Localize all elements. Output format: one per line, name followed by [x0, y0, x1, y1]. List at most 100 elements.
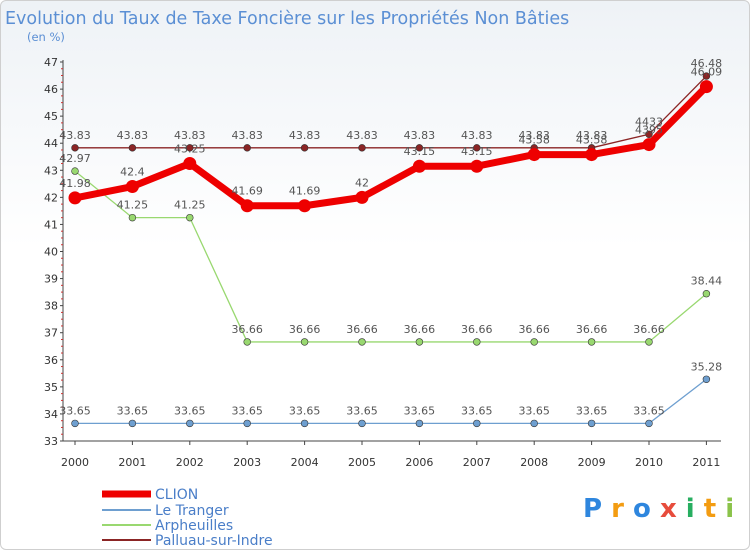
series-line-arpheuilles	[74, 170, 708, 343]
data-point-palluau-sur-indre	[300, 144, 309, 152]
logo-letter-6: i	[725, 494, 734, 524]
x-tick-label: 2006	[405, 456, 433, 469]
y-tick-label: 35	[44, 381, 58, 394]
data-label-palluau-sur-indre: 43.83	[231, 129, 263, 142]
series-layer	[68, 72, 713, 428]
data-label-clion: 43.58	[576, 134, 608, 147]
data-point-palluau-sur-indre	[128, 144, 137, 152]
data-point-arpheuilles	[300, 338, 309, 346]
legend-label-le-tranger: Le Tranger	[155, 503, 229, 519]
legend: CLION Le Tranger Arpheuilles Palluau-sur…	[102, 487, 273, 549]
y-tick-label: 42	[44, 191, 58, 204]
data-label-le-tranger: 33.65	[289, 404, 321, 417]
x-tick-label: 2010	[635, 456, 663, 469]
x-tick-label: 2011	[692, 456, 720, 469]
data-label-arpheuilles: 36.66	[461, 323, 493, 336]
data-point-arpheuilles	[473, 338, 481, 346]
data-point-clion	[412, 159, 426, 173]
data-point-palluau-sur-indre	[186, 144, 194, 152]
data-label-le-tranger: 33.65	[518, 404, 550, 417]
data-point-arpheuilles	[186, 213, 194, 222]
data-label-palluau-sur-indre: 43.83	[117, 129, 149, 142]
data-label-le-tranger: 35.28	[691, 360, 723, 373]
data-point-clion	[642, 138, 656, 152]
data-label-clion: 4395	[635, 124, 663, 137]
data-labels: 43.83 43.83 43.83 43.83 43.83 43.83 43.83 43.83…	[59, 57, 722, 417]
data-point-clion	[527, 148, 541, 162]
data-label-arpheuilles: 36.66	[404, 323, 436, 336]
data-point-palluau-sur-indre	[358, 144, 366, 152]
data-point-arpheuilles	[415, 338, 424, 346]
data-label-clion: 43.25	[174, 143, 206, 156]
y-tick-label: 43	[44, 164, 58, 177]
data-point-arpheuilles	[243, 338, 251, 346]
data-point-palluau-sur-indre	[415, 144, 424, 152]
data-point-clion	[585, 148, 599, 162]
data-point-le-tranger	[128, 419, 137, 428]
legend-label-palluau: Palluau-sur-Indre	[155, 533, 273, 549]
data-point-le-tranger	[702, 375, 711, 383]
data-label-arpheuilles: 36.66	[518, 323, 550, 336]
data-label-palluau-sur-indre: 43.83	[576, 129, 608, 142]
logo-letter-4: i	[686, 494, 695, 524]
x-tick-label: 2005	[348, 456, 376, 469]
svg-text:P r o: P r o x i t i	[583, 494, 734, 524]
series-line-le-tranger	[74, 378, 708, 425]
data-label-clion: 41.69	[289, 185, 321, 198]
logo-letter-3: x	[660, 494, 677, 524]
data-label-le-tranger: 33.65	[633, 404, 665, 417]
x-tick-label: 2008	[520, 456, 548, 469]
x-tick-label: 2003	[233, 456, 261, 469]
chart-subtitle: (en %)	[27, 30, 65, 44]
data-label-le-tranger: 33.65	[461, 404, 493, 417]
y-tick-label: 33	[44, 435, 58, 448]
data-point-arpheuilles	[702, 290, 711, 298]
legend-label-arpheuilles: Arpheuilles	[155, 518, 233, 534]
data-label-clion: 46.09	[691, 66, 723, 79]
data-point-le-tranger	[358, 419, 366, 428]
data-point-palluau-sur-indre	[645, 130, 653, 138]
data-label-arpheuilles: 42.97	[59, 152, 91, 165]
axes: 33 34 35 36 37 38 39 40 41 42 43 44 45 46 47 2000 2001 20…	[44, 56, 721, 469]
data-point-le-tranger	[300, 419, 309, 428]
y-tick-label: 45	[44, 110, 58, 123]
proxiti-logo: P r o x i t i	[583, 494, 734, 524]
data-point-palluau-sur-indre	[243, 144, 251, 152]
data-point-palluau-sur-indre	[702, 72, 711, 80]
data-point-le-tranger	[415, 419, 424, 428]
data-label-le-tranger: 33.65	[576, 404, 608, 417]
data-label-arpheuilles: 36.66	[231, 323, 263, 336]
data-point-palluau-sur-indre	[71, 144, 79, 152]
data-point-arpheuilles	[645, 338, 653, 346]
data-point-le-tranger	[587, 419, 596, 428]
data-point-arpheuilles	[128, 213, 137, 222]
series-line-clion	[71, 83, 710, 210]
data-point-le-tranger	[71, 419, 79, 428]
data-point-le-tranger	[530, 419, 538, 428]
data-point-clion	[355, 190, 369, 204]
data-point-clion	[125, 180, 139, 194]
data-label-arpheuilles: 36.66	[633, 323, 665, 336]
data-label-arpheuilles: 41.25	[174, 199, 206, 212]
data-label-clion: 43.15	[461, 145, 493, 158]
data-label-palluau-sur-indre: 43.83	[461, 129, 493, 142]
y-tick-label: 38	[44, 300, 58, 313]
logo-letter-1: r	[611, 494, 624, 524]
data-label-le-tranger: 33.65	[117, 404, 149, 417]
data-label-arpheuilles: 36.66	[289, 323, 321, 336]
y-tick-label: 36	[44, 354, 58, 367]
data-label-clion: 42.4	[120, 166, 145, 179]
y-tick-label: 46	[44, 83, 58, 96]
data-point-arpheuilles	[587, 338, 596, 346]
data-label-clion: 43.58	[518, 134, 550, 147]
data-label-arpheuilles: 36.66	[576, 323, 608, 336]
data-point-le-tranger	[645, 419, 653, 428]
y-tick-label: 34	[44, 408, 58, 421]
legend-label-clion: CLION	[155, 487, 198, 503]
data-label-le-tranger: 33.65	[174, 404, 206, 417]
data-point-clion	[470, 159, 484, 173]
data-point-le-tranger	[473, 419, 481, 428]
data-label-palluau-sur-indre: 46.48	[691, 57, 723, 70]
